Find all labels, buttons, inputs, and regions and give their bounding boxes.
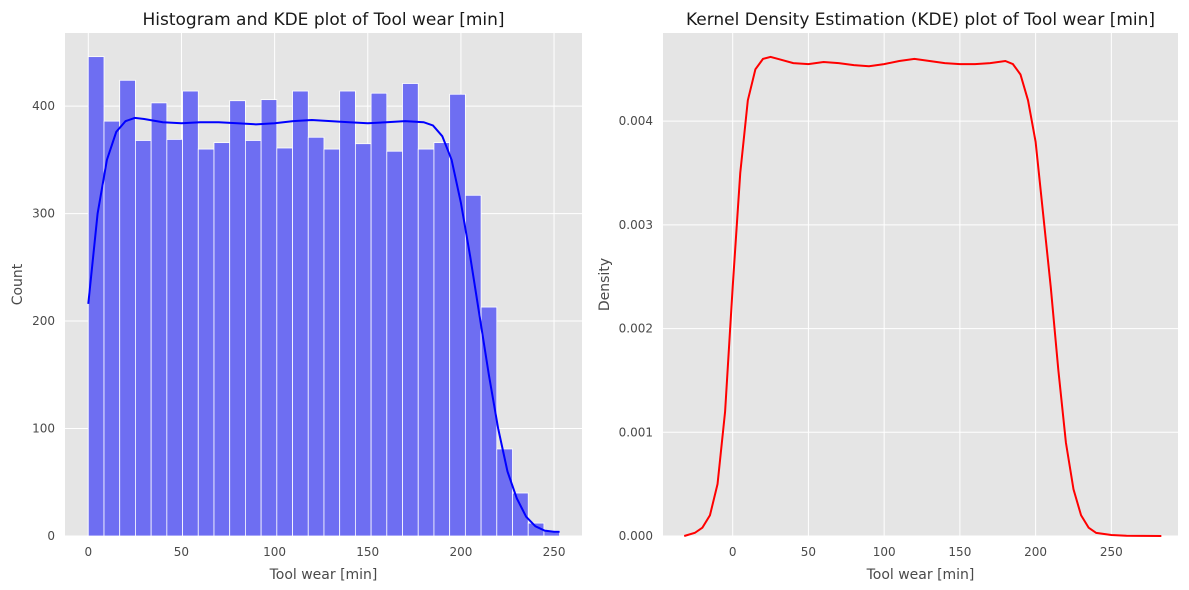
histogram-bar: [496, 448, 513, 537]
histogram-panel: 0 50 100 150 200 250 0 100 200 300 400 Histogram …: [10, 10, 582, 583]
histogram-bars: [87, 56, 561, 537]
histogram-bar: [402, 83, 419, 537]
kde-y-ticks: 0.000 0.001 0.002 0.003 0.004: [619, 114, 653, 543]
kde-x-axis-label: Tool wear [min]: [866, 567, 975, 583]
histogram-y-tick-label: 100: [32, 422, 55, 436]
histogram-y-tick-label: 400: [32, 99, 55, 113]
histogram-bar: [119, 79, 136, 537]
histogram-y-axis-label: Count: [10, 263, 26, 305]
kde-density-line: [683, 55, 1162, 537]
histogram-x-tick-label: 0: [84, 545, 92, 559]
histogram-bar: [182, 90, 199, 537]
kde-x-tick-label: 0: [729, 545, 737, 559]
histogram-bar: [197, 148, 215, 537]
histogram-bar: [135, 140, 152, 537]
histogram-bar: [339, 90, 356, 537]
histogram-bar: [417, 148, 435, 537]
kde-x-tick-label: 200: [1024, 545, 1047, 559]
histogram-bar: [260, 99, 278, 537]
histogram-bar: [166, 139, 183, 537]
kde-y-tick-label: 0.002: [619, 322, 653, 336]
kde-x-tick-label: 250: [1100, 545, 1123, 559]
histogram-bar: [87, 56, 105, 537]
kde-y-tick-label: 0.000: [619, 529, 653, 543]
histogram-bar: [354, 143, 372, 537]
histogram-bar: [323, 148, 341, 537]
histogram-y-tick-label: 0: [47, 529, 55, 543]
histogram-x-tick-label: 200: [449, 545, 472, 559]
histogram-y-tick-label: 200: [32, 314, 55, 328]
kde-y-tick-label: 0.003: [619, 218, 653, 232]
kde-title: Kernel Density Estimation (KDE) plot of …: [686, 10, 1155, 30]
histogram-bar: [512, 492, 529, 537]
kde-x-tick-label: 150: [948, 545, 971, 559]
histogram-bar: [229, 100, 246, 537]
histogram-title: Histogram and KDE plot of Tool wear [min…: [142, 10, 504, 30]
kde-y-tick-label: 0.004: [619, 114, 653, 128]
histogram-kde-line: [87, 116, 560, 533]
histogram-bar: [307, 136, 325, 537]
kde-plot-area: [663, 33, 1178, 536]
histogram-bar: [213, 142, 231, 537]
histogram-bar: [433, 142, 451, 537]
histogram-bar: [370, 92, 388, 537]
histogram-bar: [150, 102, 168, 537]
kde-grid: [663, 33, 1178, 537]
histogram-bar: [103, 120, 121, 537]
kde-x-tick-label: 50: [801, 545, 816, 559]
histogram-x-tick-label: 250: [543, 545, 566, 559]
histogram-x-tick-label: 100: [263, 545, 286, 559]
histogram-x-axis-label: Tool wear [min]: [269, 567, 378, 583]
histogram-x-ticks: 0 50 100 150 200 250: [84, 545, 565, 559]
kde-y-tick-label: 0.001: [619, 425, 653, 439]
histogram-bar: [292, 90, 309, 537]
histogram-y-ticks: 0 100 200 300 400: [32, 99, 55, 543]
histogram-bar: [386, 150, 403, 537]
kde-x-tick-label: 100: [873, 545, 896, 559]
kde-y-axis-label: Density: [597, 258, 613, 311]
histogram-y-tick-label: 300: [32, 207, 55, 221]
histogram-bar: [245, 140, 262, 537]
kde-x-ticks: 0 50 100 150 200 250: [729, 545, 1123, 559]
histogram-x-tick-label: 50: [174, 545, 189, 559]
histogram-bar: [276, 147, 293, 537]
kde-panel: 0 50 100 150 200 250 0.0000.0010.0020.0030.00…: [597, 10, 1178, 583]
histogram-x-tick-label: 150: [356, 545, 379, 559]
